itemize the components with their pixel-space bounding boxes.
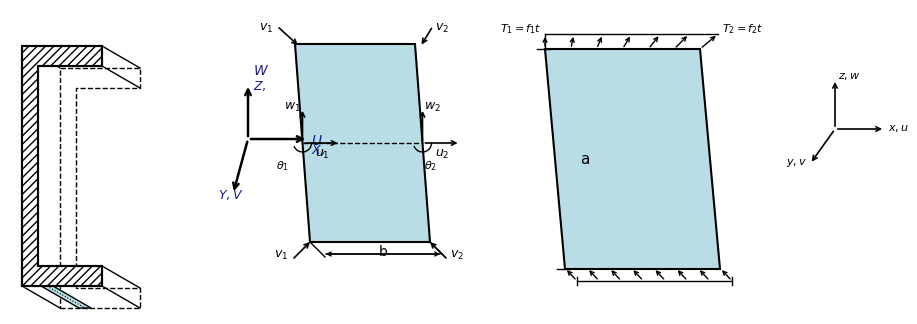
- Text: $v_1$: $v_1$: [259, 22, 273, 35]
- Text: $w_2$: $w_2$: [425, 101, 441, 114]
- Text: $\mathbf{\mathit{X,}}$: $\mathbf{\mathit{X,}}$: [311, 143, 325, 157]
- Text: $x,u$: $x,u$: [888, 123, 909, 134]
- Text: $\mathbf{\mathit{W}}$: $\mathbf{\mathit{W}}$: [253, 64, 270, 78]
- Text: $y,v$: $y,v$: [786, 157, 807, 169]
- Text: $\theta_1$: $\theta_1$: [276, 159, 290, 173]
- Polygon shape: [41, 286, 91, 308]
- Text: $\theta_2$: $\theta_2$: [425, 159, 437, 173]
- Text: $z,w$: $z,w$: [838, 71, 861, 82]
- Text: b: b: [379, 245, 388, 259]
- Text: $u_1$: $u_1$: [315, 148, 330, 161]
- Text: $w_1$: $w_1$: [283, 101, 301, 114]
- Text: $\mathbf{\mathit{Y,V}}$: $\mathbf{\mathit{Y,V}}$: [218, 188, 244, 202]
- Polygon shape: [22, 46, 102, 286]
- Polygon shape: [22, 46, 102, 286]
- Text: $v_2$: $v_2$: [450, 249, 464, 262]
- Text: $\mathbf{\mathit{Z,}}$: $\mathbf{\mathit{Z,}}$: [253, 79, 267, 93]
- Text: $v_2$: $v_2$: [435, 22, 449, 35]
- Polygon shape: [60, 68, 140, 308]
- Text: $T_1{=}f_1 t$: $T_1{=}f_1 t$: [501, 22, 542, 36]
- Polygon shape: [295, 44, 430, 242]
- Text: $u_2$: $u_2$: [436, 148, 449, 161]
- Text: a: a: [580, 152, 590, 167]
- Text: $\mathbf{\mathit{U}}$: $\mathbf{\mathit{U}}$: [311, 134, 323, 148]
- Text: $v_1$: $v_1$: [274, 249, 288, 262]
- Text: $T_2{=}f_2 t$: $T_2{=}f_2 t$: [722, 22, 764, 36]
- Polygon shape: [545, 49, 720, 269]
